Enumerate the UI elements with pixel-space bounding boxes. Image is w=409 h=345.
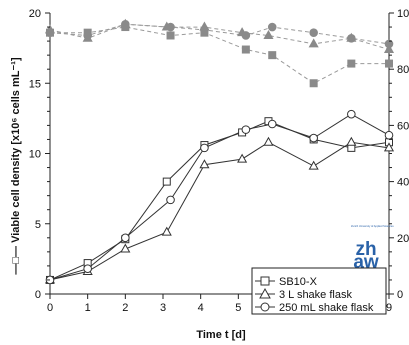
data-point-circle [121, 233, 130, 243]
series-line-2 [49, 113, 390, 281]
y2-tick-label: 20 [397, 233, 409, 245]
plot-frame [49, 13, 390, 295]
data-point-circle [267, 119, 277, 129]
data-point-square [347, 59, 356, 68]
data-point-circle [83, 31, 92, 40]
x-tick-label: 9 [386, 302, 392, 314]
logo-caption: Zurich University of Applied Sciences [351, 224, 394, 228]
x-tick-label: 3 [160, 302, 166, 314]
y-tick-label: 0 [35, 289, 41, 301]
data-point-circle [166, 195, 175, 205]
data-point-triangle [237, 153, 248, 163]
data-point-circle [309, 28, 318, 37]
legend: SB10-X 3 L shake flask 250 mL shake flas… [251, 267, 387, 315]
data-point-triangle [263, 29, 274, 39]
series-line-4 [49, 23, 390, 50]
data-point-square [268, 51, 277, 60]
series-line-3 [50, 26, 389, 84]
y2-tick-label: 10 [397, 8, 409, 20]
x-tick-label: 2 [122, 302, 128, 314]
data-point-square [162, 177, 171, 186]
x-tick-label: 5 [235, 302, 241, 314]
legend-entry-sb10x: SB10-X [255, 276, 318, 288]
legend-label-3l: 3 L shake flask [279, 289, 352, 301]
y2-tick-label: 60 [397, 120, 409, 132]
y-axis-title: Viable cell density [x10⁶ cells mL⁻¹] [10, 57, 22, 243]
legend-label-250ml: 250 mL shake flask [279, 302, 374, 314]
x-tick-label: 4 [198, 302, 204, 314]
data-point-triangle [161, 226, 172, 236]
data-point-triangle [383, 44, 395, 54]
y-tick-label: 5 [35, 219, 41, 231]
legend-marker-circle [260, 302, 270, 312]
x-tick-label: 0 [47, 302, 53, 314]
data-point-square [385, 59, 393, 68]
y2-tick-label: 0 [397, 289, 403, 301]
data-point-circle [83, 264, 92, 274]
legend-entry-3l: 3 L shake flask [255, 287, 352, 301]
series-line-0 [49, 120, 390, 281]
data-point-triangle [199, 159, 210, 169]
data-point-triangle [383, 142, 395, 152]
y-axis-title-line-marker: — [10, 264, 22, 275]
x-axis-title: Time t [d] [196, 329, 246, 341]
y-axis-title-group: —□— Viable cell density [x10⁶ cells mL⁻¹… [10, 57, 22, 275]
svg-text:—□— Viable cell density [x10⁶: —□— Viable cell density [x10⁶ cells mL⁻¹… [10, 57, 22, 275]
y-tick-label: 10 [29, 149, 41, 161]
data-point-circle [200, 25, 209, 35]
data-point-triangle [308, 38, 319, 48]
y-axis-title-line-marker-2: — [10, 243, 22, 257]
y-axis-title-marker: □ [10, 257, 22, 264]
legend-marker-square [260, 276, 270, 286]
y2-tick-label: 40 [397, 177, 409, 189]
data-point-circle [267, 22, 277, 32]
data-point-circle [347, 109, 356, 119]
zhaw-logo: Zurich University of Applied Sciences zh… [351, 224, 394, 273]
data-point-square [241, 45, 250, 54]
y-tick-label: 20 [29, 8, 41, 20]
series-line-1 [49, 141, 390, 281]
x-tick-label: 1 [85, 302, 91, 314]
data-point-circle [45, 28, 55, 37]
series-markers [44, 18, 395, 285]
data-point-circle [241, 31, 251, 40]
data-point-circle [200, 143, 209, 153]
y-tick-label: 15 [29, 78, 41, 90]
series-line-5 [49, 23, 390, 45]
data-point-circle [384, 130, 394, 140]
data-point-square [309, 79, 318, 88]
data-point-triangle [308, 160, 319, 170]
legend-entry-250ml: 250 mL shake flask [255, 302, 374, 314]
data-point-circle [384, 39, 394, 49]
data-point-circle [347, 33, 356, 43]
legend-label-sb10x: SB10-X [279, 276, 318, 288]
logo-zh: zh [355, 239, 376, 260]
legend-marker-triangle [259, 287, 271, 299]
data-point-circle [166, 22, 175, 32]
data-point-square [166, 31, 175, 40]
data-point-circle [121, 19, 130, 29]
y2-tick-label: 80 [397, 64, 409, 76]
series-lines [49, 23, 390, 281]
data-point-circle [241, 125, 251, 134]
legend-box [251, 267, 387, 315]
data-point-triangle [263, 136, 274, 146]
data-point-triangle [120, 243, 131, 253]
data-point-triangle [346, 136, 357, 146]
data-point-circle [309, 133, 318, 143]
